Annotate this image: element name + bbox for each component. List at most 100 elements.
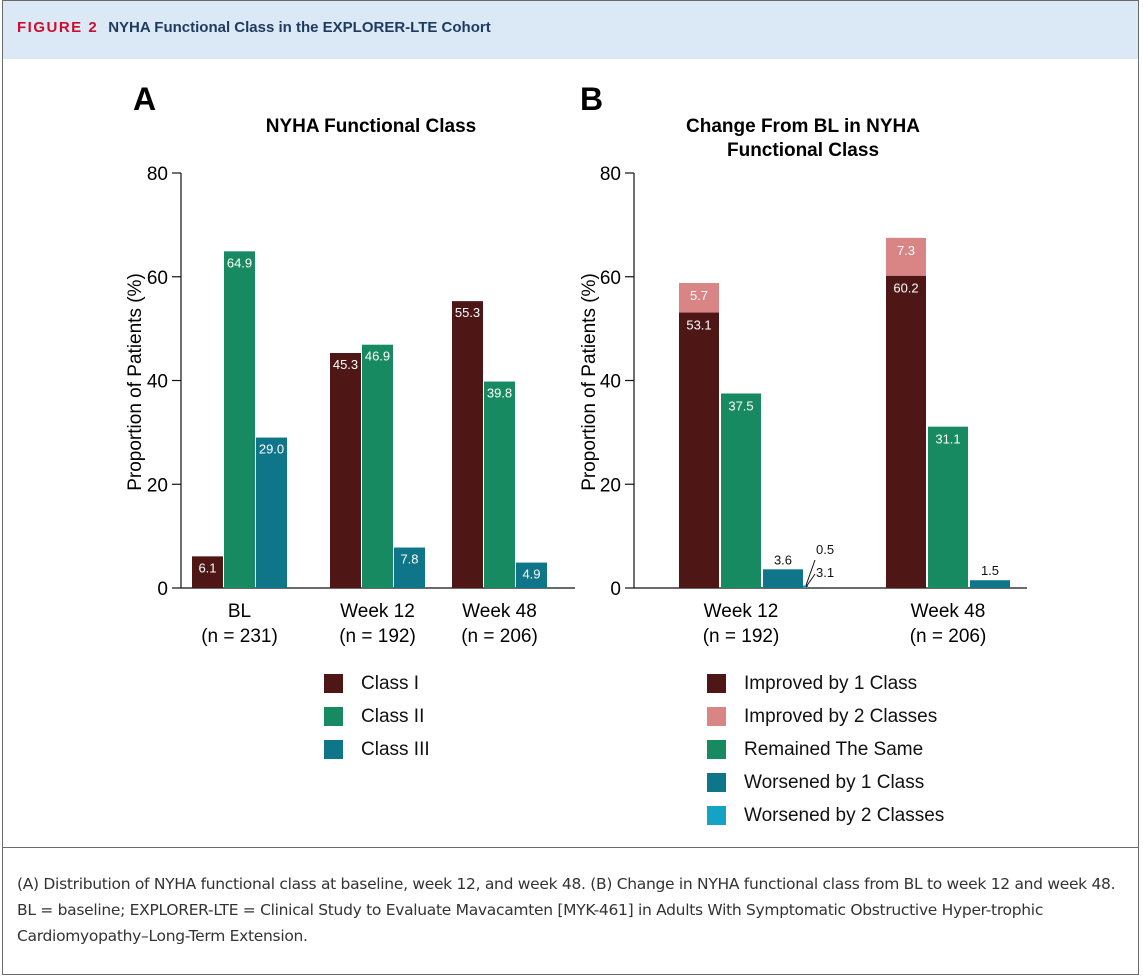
panel-b-bar xyxy=(886,275,926,588)
panel-b-bar-segment xyxy=(886,237,926,276)
panel-a-bar-value-label: 6.1 xyxy=(198,560,216,575)
panel-b-legend-item: Improved by 2 Classes xyxy=(707,700,944,733)
panel-b-title-line1: Change From BL in NYHA xyxy=(686,116,920,137)
panel-a-letter: A xyxy=(133,81,156,117)
panel-a-bar-value-label: 7.8 xyxy=(400,552,418,567)
panel-b-bar xyxy=(721,393,761,588)
panel-b-legend-swatch xyxy=(707,773,726,792)
panel-b-legend-label: Worsened by 1 Class xyxy=(744,771,925,793)
panel-b-bar xyxy=(803,585,808,588)
panel-b-leader-line xyxy=(805,559,816,586)
panel-a-y-axis-label: Proportion of Patients (%) xyxy=(125,273,146,491)
panel-b-bar-value-label: 60.2 xyxy=(893,281,918,296)
panel-a-bar-value-label: 45.3 xyxy=(333,357,358,372)
panel-b-legend-swatch xyxy=(707,707,726,726)
panel-a-bar xyxy=(362,344,393,588)
panel-a-legend-item: Class I xyxy=(324,667,430,700)
panel-a-y-tick-label: 40 xyxy=(147,372,168,393)
figure-title: NYHA Functional Class in the EXPLORER-LT… xyxy=(108,19,491,36)
panel-a-bar-value-label: 39.8 xyxy=(487,386,512,401)
panel-b-legend: Improved by 1 Class Improved by 2 Classes… xyxy=(707,667,944,832)
panel-b-bar xyxy=(763,569,803,588)
panel-a-bar-value-label: 4.9 xyxy=(522,567,540,582)
panel-b-legend-swatch xyxy=(707,806,726,825)
panel-b-category-label: Week 48 xyxy=(911,601,986,622)
caption-divider xyxy=(3,847,1138,848)
panel-b-bar-value-label: 53.1 xyxy=(686,318,711,333)
panel-a-bar-value-label: 64.9 xyxy=(227,255,252,270)
panel-b-y-tick-label: 20 xyxy=(600,475,621,496)
panel-a-legend-item: Class III xyxy=(324,733,430,766)
panel-a-y-tick-label: 20 xyxy=(147,475,168,496)
panel-b-y-tick-label: 80 xyxy=(600,164,621,185)
panel-b-category-sublabel: (n = 206) xyxy=(910,626,987,647)
panel-b-letter: B xyxy=(580,81,603,117)
panel-a-y-tick-label: 80 xyxy=(147,164,168,185)
panel-b-bar-value-label: 5.7 xyxy=(690,288,708,303)
panel-a-bar-value-label: 29.0 xyxy=(259,442,284,457)
panel-a-legend-label: Class III xyxy=(361,738,430,760)
panel-b-legend-item: Improved by 1 Class xyxy=(707,667,944,700)
panel-a-legend: Class I Class II Class III xyxy=(324,667,430,766)
panel-b-y-axis-label: Proportion of Patients (%) xyxy=(579,273,600,491)
panel-b-legend-item: Worsened by 2 Classes xyxy=(707,799,944,832)
panel-a-bar xyxy=(452,301,483,588)
panel-b-legend-item: Remained The Same xyxy=(707,733,944,766)
panel-b-y-tick-label: 40 xyxy=(600,372,621,393)
panel-a-bar xyxy=(484,381,515,588)
panel-b-bar-value-label: 37.5 xyxy=(728,398,753,413)
panel-a-legend-swatch xyxy=(324,740,343,759)
panel-a-y-tick-label: 60 xyxy=(147,268,168,289)
panel-a-legend-label: Class II xyxy=(361,705,425,727)
panel-b-leader-line xyxy=(805,573,816,588)
panel-a-category-sublabel: (n = 192) xyxy=(339,626,416,647)
figure-heading: FIGURE 2 NYHA Functional Class in the EXP… xyxy=(17,19,491,36)
panel-b-legend-label: Improved by 2 Classes xyxy=(744,705,938,727)
panel-b-legend-swatch xyxy=(707,740,726,759)
panel-a-bar-value-label: 46.9 xyxy=(365,349,390,364)
panel-a-bar xyxy=(516,562,547,588)
panel-a-legend-item: Class II xyxy=(324,700,430,733)
panel-b-bar xyxy=(970,580,1010,588)
panel-b-legend-swatch xyxy=(707,674,726,693)
panel-a-bar-value-label: 55.3 xyxy=(455,305,480,320)
figure-caption: (A) Distribution of NYHA functional clas… xyxy=(17,875,1116,945)
panel-a-bar xyxy=(224,251,255,589)
panel-b-category-label: Week 12 xyxy=(704,601,779,622)
panel-b-bar xyxy=(679,312,719,588)
panel-a-bar xyxy=(394,547,425,588)
panel-b-bar-value-label: 0.5 xyxy=(816,542,834,557)
panel-b-bar-value-label: 3.6 xyxy=(774,552,792,567)
panel-a-legend-label: Class I xyxy=(361,672,420,694)
panel-b-bar-value-label: 7.3 xyxy=(897,243,915,258)
panel-b-annotation: 3.1 xyxy=(816,565,834,580)
panel-b-bar-segment xyxy=(679,282,719,313)
panel-a-category-sublabel: (n = 206) xyxy=(461,626,538,647)
panel-b-bar-value-label: 31.1 xyxy=(935,432,960,447)
panel-a-title: NYHA Functional Class xyxy=(266,116,476,137)
panel-a-category-label: Week 48 xyxy=(462,601,537,622)
panel-b-legend-label: Improved by 1 Class xyxy=(744,672,918,694)
panel-b-legend-label: Worsened by 2 Classes xyxy=(744,804,945,826)
panel-a-legend-swatch xyxy=(324,674,343,693)
panel-b-plot: 0 20 40 60 80 53.1 5.7 37.5 3.6 0.5 3.1 60.2 7.3 31.1… xyxy=(600,164,1027,647)
panel-a-y-tick-label: 0 xyxy=(157,579,168,600)
charts-canvas: A B NYHA Functional Class Change From BL… xyxy=(125,81,1027,647)
panel-b-y-tick-label: 60 xyxy=(600,268,621,289)
panel-b-legend-item: Worsened by 1 Class xyxy=(707,766,944,799)
panel-a-category-sublabel: (n = 231) xyxy=(201,626,278,647)
panel-b-y-tick-label: 0 xyxy=(610,579,621,600)
panel-b-bar xyxy=(928,426,968,588)
panel-a-category-label: BL xyxy=(228,601,251,622)
figure-label: FIGURE 2 xyxy=(17,19,99,36)
panel-b-category-sublabel: (n = 192) xyxy=(703,626,780,647)
panel-b-legend-label: Remained The Same xyxy=(744,738,924,760)
panel-b-title-line2: Functional Class xyxy=(727,140,879,161)
panel-a-bar xyxy=(330,353,361,588)
panel-a-bar xyxy=(192,556,223,588)
panel-a-category-label: Week 12 xyxy=(340,601,415,622)
panel-a-bar xyxy=(256,437,287,588)
panel-a-legend-swatch xyxy=(324,707,343,726)
panel-a-plot: 0 20 40 60 80 6.1 45.3 55.3 64.9 46.9 39.8 29.0 7.8 4… xyxy=(147,164,575,647)
